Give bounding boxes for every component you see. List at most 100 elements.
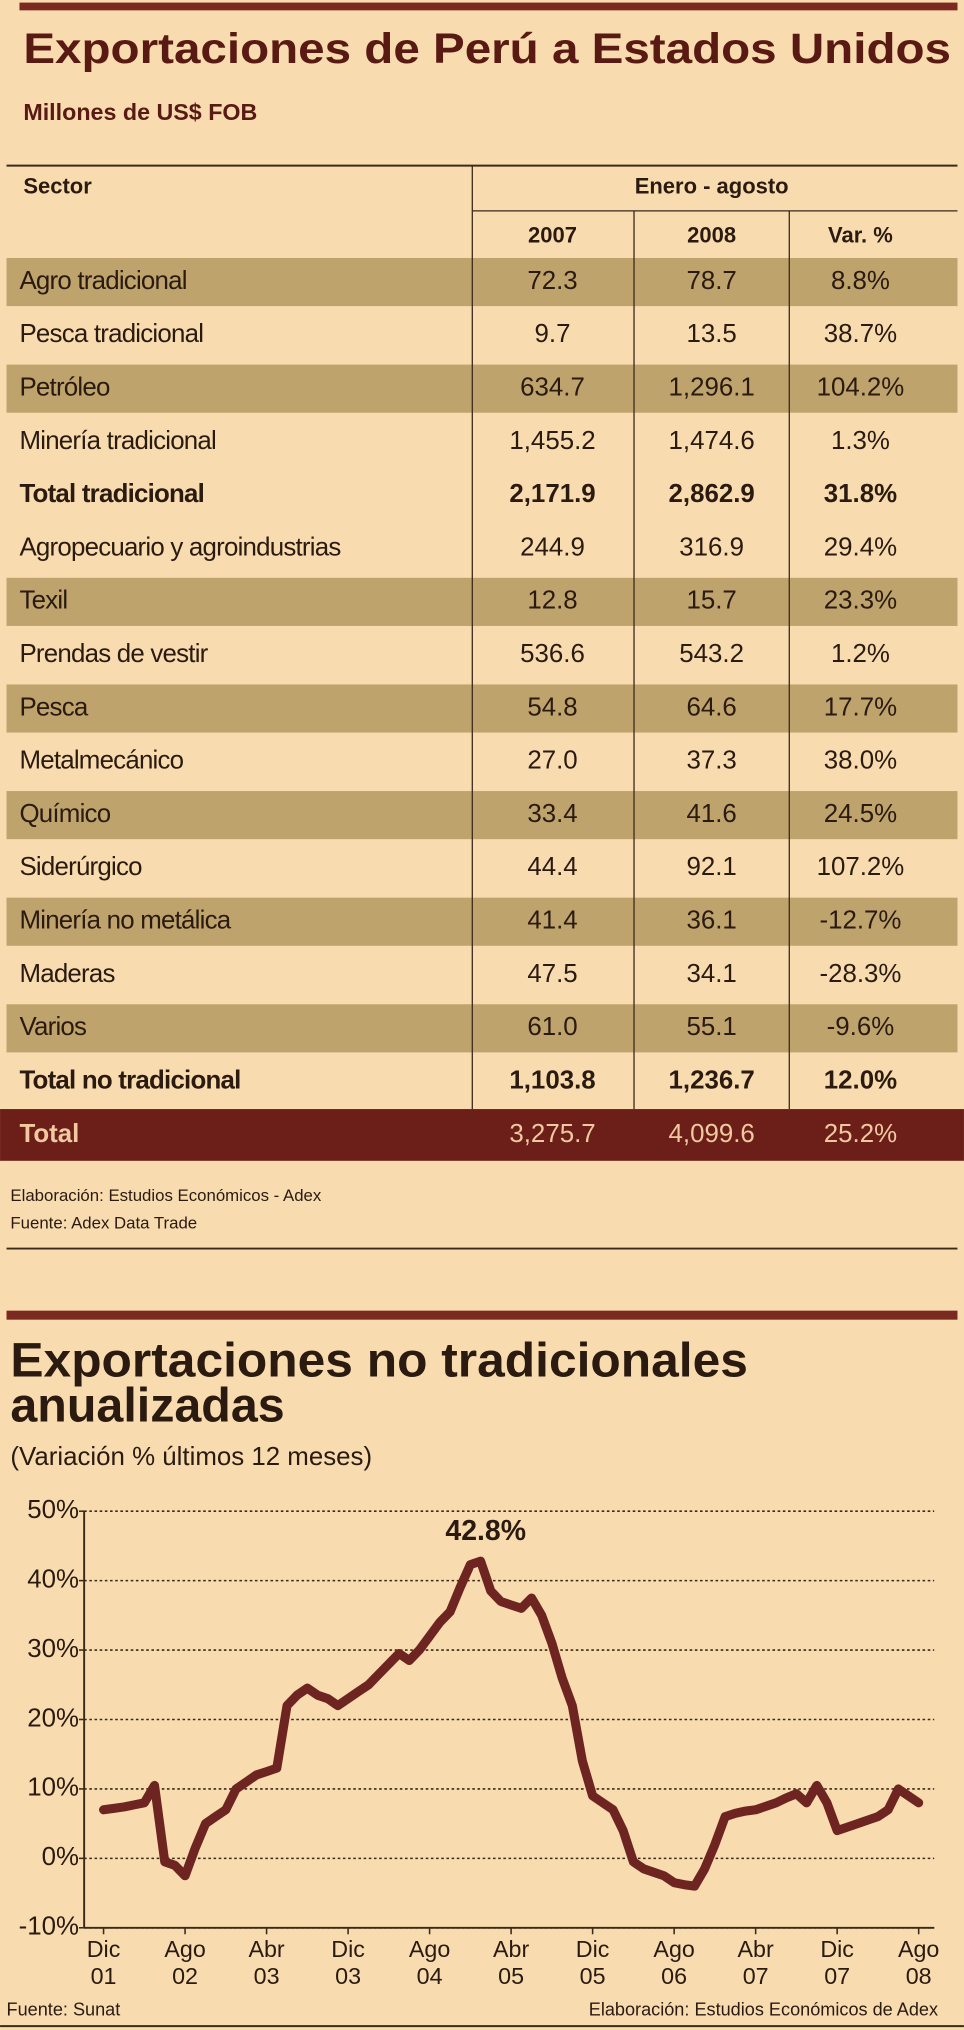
cell: 1,103.8 (509, 1066, 595, 1094)
sector-label: Metalmecánico (19, 747, 183, 775)
chart-source: Fuente: Sunat (7, 1999, 121, 2019)
chart-title: Exportaciones no tradicionales (10, 1334, 747, 1387)
chart-title: anualizadas (10, 1380, 284, 1433)
x-tick-label: Ago 08 (898, 1936, 939, 1989)
cell: 41.4 (527, 907, 577, 935)
x-tick-label: Dic 07 (820, 1936, 854, 1989)
cell: 38.7% (824, 320, 897, 348)
cell: 104.2% (817, 373, 905, 401)
table-title: Exportaciones de Perú a Estados Unidos (23, 25, 951, 73)
cell: 536.6 (520, 640, 585, 668)
cell: 1.3% (831, 427, 890, 455)
cell: 316.9 (679, 533, 744, 561)
cell: 107.2% (817, 853, 905, 881)
x-tick-line: 06 (661, 1963, 687, 1989)
chart-credit: Elaboración: Estudios Económicos de Adex (589, 1999, 938, 2019)
sector-label: Total tradicional (19, 480, 204, 508)
x-tick-line: Dic (331, 1936, 365, 1962)
cell: 13.5 (686, 320, 736, 348)
chart-rule (6, 1310, 958, 1320)
cell: 12.0% (824, 1066, 897, 1094)
column-header: 2007 (528, 223, 577, 248)
row-band (6, 684, 958, 733)
row-band (6, 1004, 958, 1053)
y-tick-label: 0% (42, 1843, 79, 1871)
x-tick-line: 03 (254, 1963, 280, 1989)
cell: 33.4 (527, 800, 577, 828)
cell: 55.1 (686, 1013, 736, 1041)
sector-label: Texil (19, 587, 67, 615)
cell: 17.7% (824, 693, 897, 721)
total-cell: Total (19, 1120, 79, 1148)
cell: 47.5 (527, 960, 577, 988)
cell: 12.8 (527, 587, 577, 615)
sector-label: Varios (19, 1013, 86, 1041)
y-tick-label: 40% (27, 1565, 79, 1593)
x-tick-line: Dic (820, 1936, 854, 1962)
row-band (6, 897, 958, 946)
sector-label: Agropecuario y agroindustrias (19, 533, 340, 561)
cell: 78.7 (686, 267, 736, 295)
sector-label: Pesca (19, 693, 88, 721)
row-band (6, 257, 958, 307)
x-tick-label: Abr 07 (738, 1936, 774, 1989)
peak-annotation: 42.8% (445, 1515, 526, 1547)
x-tick-line: Abr (493, 1936, 529, 1962)
total-cell: 4,099.6 (669, 1120, 755, 1148)
x-tick-label: Ago 04 (409, 1936, 450, 1989)
cell: 44.4 (527, 853, 577, 881)
total-band (0, 1109, 964, 1161)
y-tick-label: 30% (27, 1635, 79, 1663)
x-tick-label: Abr 05 (493, 1936, 529, 1989)
sector-header: Sector (23, 173, 92, 198)
sector-label: Pesca tradicional (19, 320, 203, 348)
line-series (99, 1556, 924, 1891)
x-tick-line: Abr (738, 1936, 774, 1962)
cell: 54.8 (527, 693, 577, 721)
x-tick-line: 05 (580, 1963, 606, 1989)
cell: -9.6% (827, 1013, 895, 1041)
sector-label: Total no tradicional (19, 1066, 240, 1094)
cell: -28.3% (819, 960, 901, 988)
row-band (6, 791, 958, 840)
total-cell: 3,275.7 (509, 1120, 595, 1148)
x-tick-line: 03 (335, 1963, 361, 1989)
x-tick-line: Ago (898, 1936, 939, 1962)
x-tick-label: Abr 03 (248, 1936, 284, 1989)
cell: 38.0% (824, 747, 897, 775)
cell: 72.3 (527, 267, 577, 295)
cell: 37.3 (686, 747, 736, 775)
y-tick-label: 10% (27, 1774, 79, 1802)
x-tick-line: 02 (172, 1963, 198, 1989)
x-tick-line: 07 (743, 1963, 769, 1989)
x-tick-line: Ago (164, 1936, 205, 1962)
x-tick-label: Dic 01 (87, 1936, 121, 1989)
sector-label: Prendas de vestir (19, 640, 208, 668)
cell: 31.8% (824, 480, 897, 508)
x-tick-line: 05 (498, 1963, 524, 1989)
x-tick-line: 07 (824, 1963, 850, 1989)
cell: 2,171.9 (509, 480, 595, 508)
row-band (6, 577, 958, 626)
cell: 8.8% (831, 267, 890, 295)
cell: 1.2% (831, 640, 890, 668)
period-header: Enero - agosto (635, 173, 789, 198)
y-tick-label: -10% (19, 1913, 79, 1941)
sector-label: Petróleo (19, 373, 110, 401)
x-tick-line: Ago (653, 1936, 694, 1962)
cell: 41.6 (686, 800, 736, 828)
cell: 36.1 (686, 907, 736, 935)
x-tick-line: 01 (91, 1963, 117, 1989)
sector-label: Agro tradicional (19, 267, 186, 295)
note: Elaboración: Estudios Económicos - Adex (10, 1186, 322, 1205)
cell: -12.7% (819, 907, 901, 935)
cell: 2,862.9 (669, 480, 755, 508)
cell: 24.5% (824, 800, 897, 828)
cell: 27.0 (527, 747, 577, 775)
cell: 244.9 (520, 533, 585, 561)
cell: 15.7 (686, 587, 736, 615)
y-tick-label: 50% (27, 1496, 79, 1524)
